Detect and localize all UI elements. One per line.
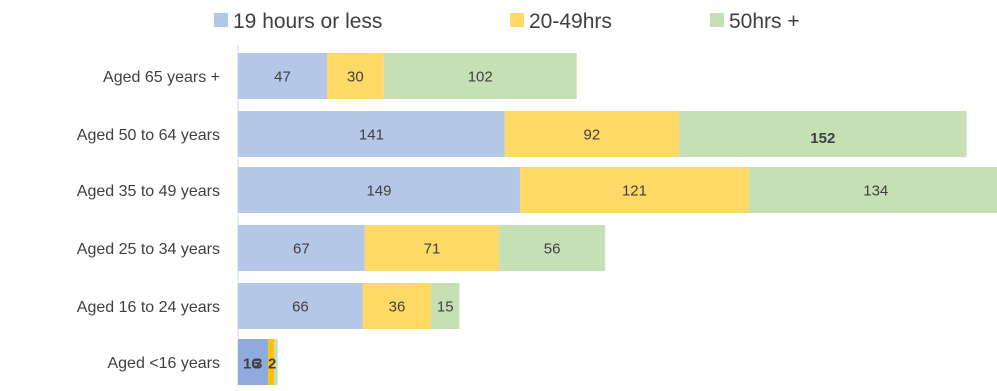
category-label-aged-50-to-64-years: Aged 50 to 64 years: [77, 127, 220, 144]
value-label-19-hours-or-less-aged-50-to-64-years: 141: [359, 126, 384, 143]
legend-label-50hrs: 50hrs +: [729, 10, 800, 33]
bar-20-49hrs-aged-16-years: [268, 339, 274, 385]
bar-19-hours-or-less-aged-16-years: [238, 339, 269, 385]
value-label-50hrs-aged-35-to-49-years: 134: [863, 182, 888, 199]
value-label-20-49hrs-aged-35-to-49-years: 121: [622, 182, 647, 199]
bar-19-hours-or-less-aged-35-to-49-years: [238, 167, 520, 213]
value-label-50hrs-aged-25-to-34-years: 56: [544, 240, 561, 257]
value-label-50hrs-aged-65-years: 102: [468, 68, 493, 85]
category-label-aged-65-years: Aged 65 years +: [103, 69, 220, 86]
legend-label-19-hours-or-less: 19 hours or less: [233, 10, 382, 33]
category-label-aged-25-to-34-years: Aged 25 to 34 years: [77, 241, 220, 258]
bar-20-49hrs-aged-35-to-49-years: [519, 167, 749, 213]
legend-swatch-19-hours-or-less: [214, 13, 228, 27]
bar-50hrs-aged-16-years: [273, 339, 278, 385]
value-label-19-hours-or-less-aged-25-to-34-years: 67: [293, 240, 310, 257]
bar-20-49hrs-aged-25-to-34-years: [364, 225, 500, 271]
value-label-50hrs-aged-16-years: 2: [268, 355, 276, 372]
bar-19-hours-or-less-aged-16-to-24-years: [238, 283, 363, 329]
value-label-19-hours-or-less-aged-16-years: 16: [243, 355, 260, 372]
legend-swatch-50hrs: [710, 13, 724, 27]
bar-50hrs-aged-65-years: [383, 53, 577, 99]
bar-20-49hrs-aged-16-to-24-years: [362, 283, 432, 329]
category-label-aged-35-to-49-years: Aged 35 to 49 years: [77, 183, 220, 200]
bar-19-hours-or-less-aged-65-years: [238, 53, 327, 99]
legend-swatch-20-49hrs: [510, 13, 524, 27]
bar-50hrs-aged-35-to-49-years: [748, 167, 997, 213]
value-label-20-49hrs-aged-16-to-24-years: 36: [389, 298, 406, 315]
bar-50hrs-aged-25-to-34-years: [499, 225, 606, 271]
value-label-20-49hrs-aged-25-to-34-years: 71: [424, 240, 441, 257]
bar-20-49hrs-aged-50-to-64-years: [504, 111, 679, 157]
value-label-20-49hrs-aged-50-to-64-years: 92: [584, 126, 601, 143]
bar-50hrs-aged-50-to-64-years: [678, 111, 967, 157]
bar-50hrs-aged-16-to-24-years: [431, 283, 460, 329]
value-label-50hrs-aged-50-to-64-years: 152: [810, 130, 835, 147]
category-label-aged-16-to-24-years: Aged 16 to 24 years: [77, 299, 220, 316]
value-label-19-hours-or-less-aged-16-to-24-years: 66: [292, 298, 309, 315]
category-label-aged-16-years: Aged <16 years: [107, 355, 220, 372]
legend-label-20-49hrs: 20-49hrs: [529, 10, 612, 33]
bar-20-49hrs-aged-65-years: [326, 53, 384, 99]
bar-19-hours-or-less-aged-25-to-34-years: [238, 225, 365, 271]
value-label-19-hours-or-less-aged-65-years: 47: [274, 68, 291, 85]
bar-19-hours-or-less-aged-50-to-64-years: [238, 111, 505, 157]
value-label-20-49hrs-aged-65-years: 30: [347, 68, 364, 85]
value-label-50hrs-aged-16-to-24-years: 15: [437, 298, 454, 315]
value-label-19-hours-or-less-aged-35-to-49-years: 149: [366, 182, 391, 199]
category-labels: Aged 65 years + Aged 50 to 64 years Aged 3…: [77, 69, 220, 372]
legend: 19 hours or less 20-49hrs 50hrs +: [214, 10, 800, 33]
bars: 47 30 102 141 92 152 149 121 134 67 71 56 66 36 15 163 2: [238, 53, 997, 385]
value-label-20-49hrs-aged-16-years: 3: [254, 355, 262, 372]
